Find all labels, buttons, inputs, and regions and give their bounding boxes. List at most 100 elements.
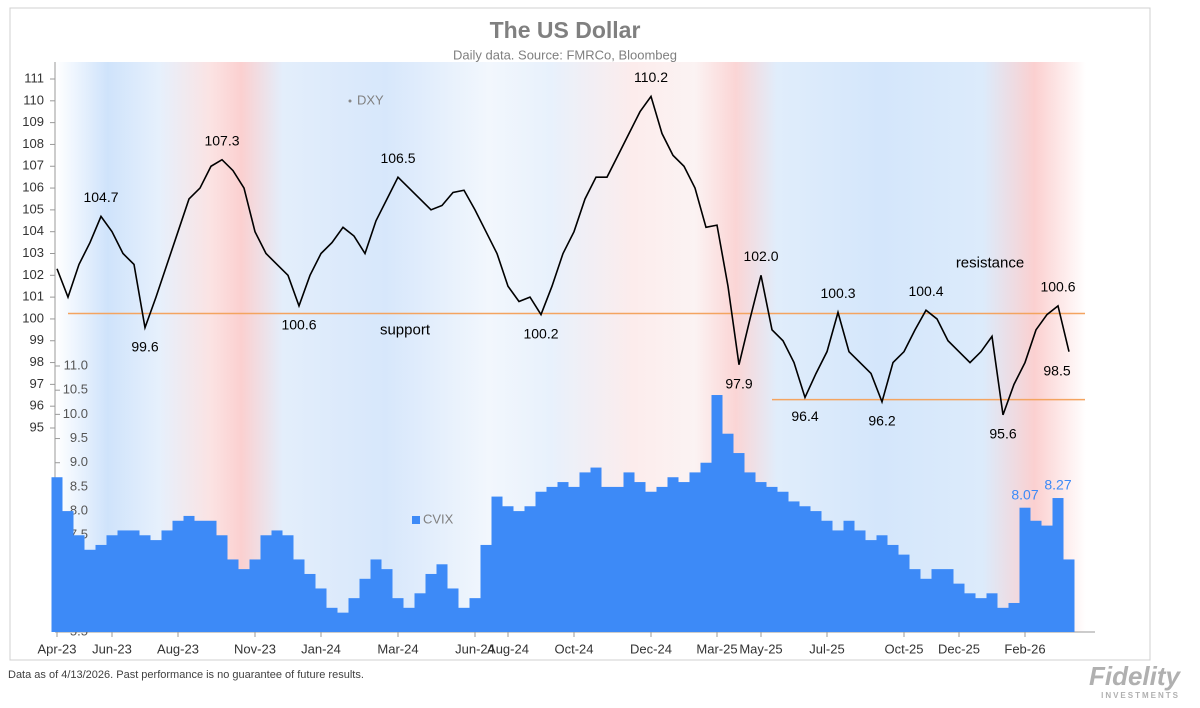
data-label: 95.6	[989, 426, 1016, 442]
y2-tick-label: 8.5	[70, 478, 88, 493]
bar	[84, 549, 96, 632]
bar	[513, 511, 525, 632]
data-label: 102.0	[743, 248, 778, 264]
chart-title: The US Dollar	[490, 17, 641, 43]
y2-tick-label: 9.5	[70, 430, 88, 445]
bar	[986, 593, 998, 632]
y2-tick-label: 10.5	[63, 382, 88, 397]
legend-swatch	[348, 99, 352, 103]
bar	[700, 462, 712, 632]
bar	[766, 486, 778, 632]
bar	[601, 486, 613, 632]
bar	[920, 578, 932, 632]
data-label: 100.6	[1040, 279, 1075, 295]
x-tick-label: Apr-23	[37, 641, 76, 656]
x-tick-label: Jan-24	[301, 641, 341, 656]
y-tick-label: 98	[30, 354, 44, 369]
bar	[1063, 559, 1075, 632]
bar	[755, 482, 767, 632]
data-label: 99.6	[131, 338, 158, 354]
x-tick-label: Jun-24	[455, 641, 495, 656]
bar	[260, 535, 272, 632]
bar	[854, 530, 866, 632]
y-tick-label: 110	[23, 92, 44, 107]
bar	[315, 588, 327, 632]
legend-label: DXY	[357, 92, 384, 107]
line	[56, 94, 1070, 416]
bar	[458, 607, 470, 632]
bar	[634, 482, 646, 632]
bar	[326, 607, 338, 632]
bar	[480, 544, 492, 632]
bar	[799, 506, 811, 632]
y2-tick-label: 10.0	[63, 406, 88, 421]
bar	[1052, 498, 1064, 632]
y-tick-label: 107	[22, 158, 44, 173]
bar	[623, 472, 635, 632]
y2-tick-label: 8.0	[70, 503, 88, 518]
bar	[370, 559, 382, 632]
bar	[535, 491, 547, 632]
y-tick-label: 96	[30, 398, 44, 413]
bar	[667, 477, 679, 632]
bar	[1019, 507, 1031, 632]
y-tick-label: 104	[22, 223, 44, 238]
bar	[810, 511, 822, 632]
y-tick-label: 100	[22, 310, 44, 325]
bar	[172, 520, 184, 632]
y-tick-label: 97	[30, 376, 44, 391]
reference-label: resistance	[956, 254, 1024, 271]
chart-frame	[9, 7, 1151, 661]
bar	[139, 535, 151, 632]
x-tick-label: Feb-26	[1004, 641, 1045, 656]
footnote: Data as of 4/13/2026. Past performance i…	[8, 669, 364, 681]
y2-tick-label: 9.0	[70, 454, 88, 469]
data-label: 100.6	[281, 317, 316, 333]
x-tick-label: Mar-24	[377, 641, 418, 656]
logo: Fidelity	[1089, 661, 1182, 691]
bar	[557, 482, 569, 632]
bar	[964, 593, 976, 632]
bar	[271, 530, 283, 632]
bar	[612, 486, 624, 632]
bar	[865, 540, 877, 632]
bar	[161, 530, 173, 632]
bar	[744, 472, 756, 632]
bar	[898, 554, 910, 632]
x-tick-label: Jun-23	[92, 641, 132, 656]
y2-tick-label: 11.0	[64, 357, 88, 372]
bar	[183, 515, 195, 632]
data-label: 8.27	[1044, 477, 1071, 493]
reference-label: support	[380, 321, 431, 338]
bar	[788, 501, 800, 632]
x-tick-label: Dec-25	[938, 641, 980, 656]
x-tick-label: Aug-23	[157, 641, 199, 656]
x-tick-label: Oct-25	[884, 641, 923, 656]
chart-subtitle: Daily data. Source: FMRCo, Bloombeg	[453, 47, 677, 62]
data-label: 110.2	[634, 69, 668, 85]
data-label: 100.3	[820, 285, 855, 301]
bar	[997, 607, 1009, 632]
y-tick-label: 95	[30, 419, 44, 434]
data-label: 100.2	[523, 325, 558, 341]
bar	[546, 486, 558, 632]
bar	[678, 482, 690, 632]
data-label: 104.7	[83, 189, 118, 205]
data-label: 100.4	[908, 283, 943, 299]
data-label: 8.07	[1011, 486, 1038, 502]
bar	[821, 520, 833, 632]
bar	[392, 598, 404, 632]
bar	[95, 544, 107, 632]
bar	[436, 564, 448, 632]
data-label: 106.5	[380, 150, 415, 166]
bar	[238, 569, 250, 632]
bar	[194, 520, 206, 632]
bar	[909, 569, 921, 632]
bar	[953, 583, 965, 632]
y-tick-label: 102	[22, 267, 44, 282]
bar	[414, 593, 426, 632]
bar	[843, 520, 855, 632]
y-tick-label: 99	[30, 332, 44, 347]
bar	[887, 544, 899, 632]
